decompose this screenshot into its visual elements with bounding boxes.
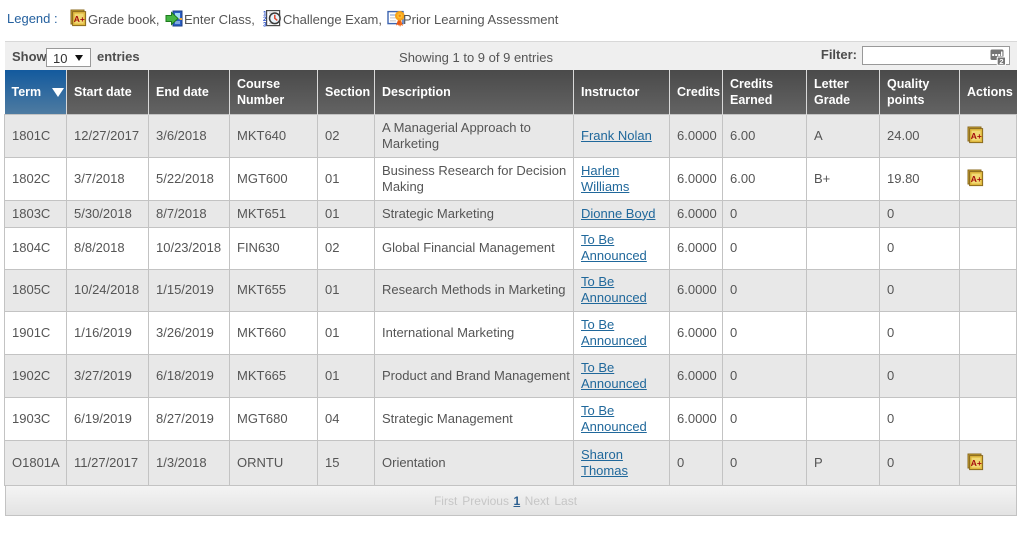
svg-text:A+: A+ <box>74 14 85 24</box>
svg-text:A+: A+ <box>971 458 982 468</box>
svg-text:3: 3 <box>263 22 267 27</box>
svg-text:1: 1 <box>263 10 267 17</box>
svg-text:2: 2 <box>999 56 1003 65</box>
svg-text:A+: A+ <box>971 174 982 184</box>
svg-text:A+: A+ <box>971 131 982 141</box>
svg-text:2: 2 <box>263 16 267 23</box>
